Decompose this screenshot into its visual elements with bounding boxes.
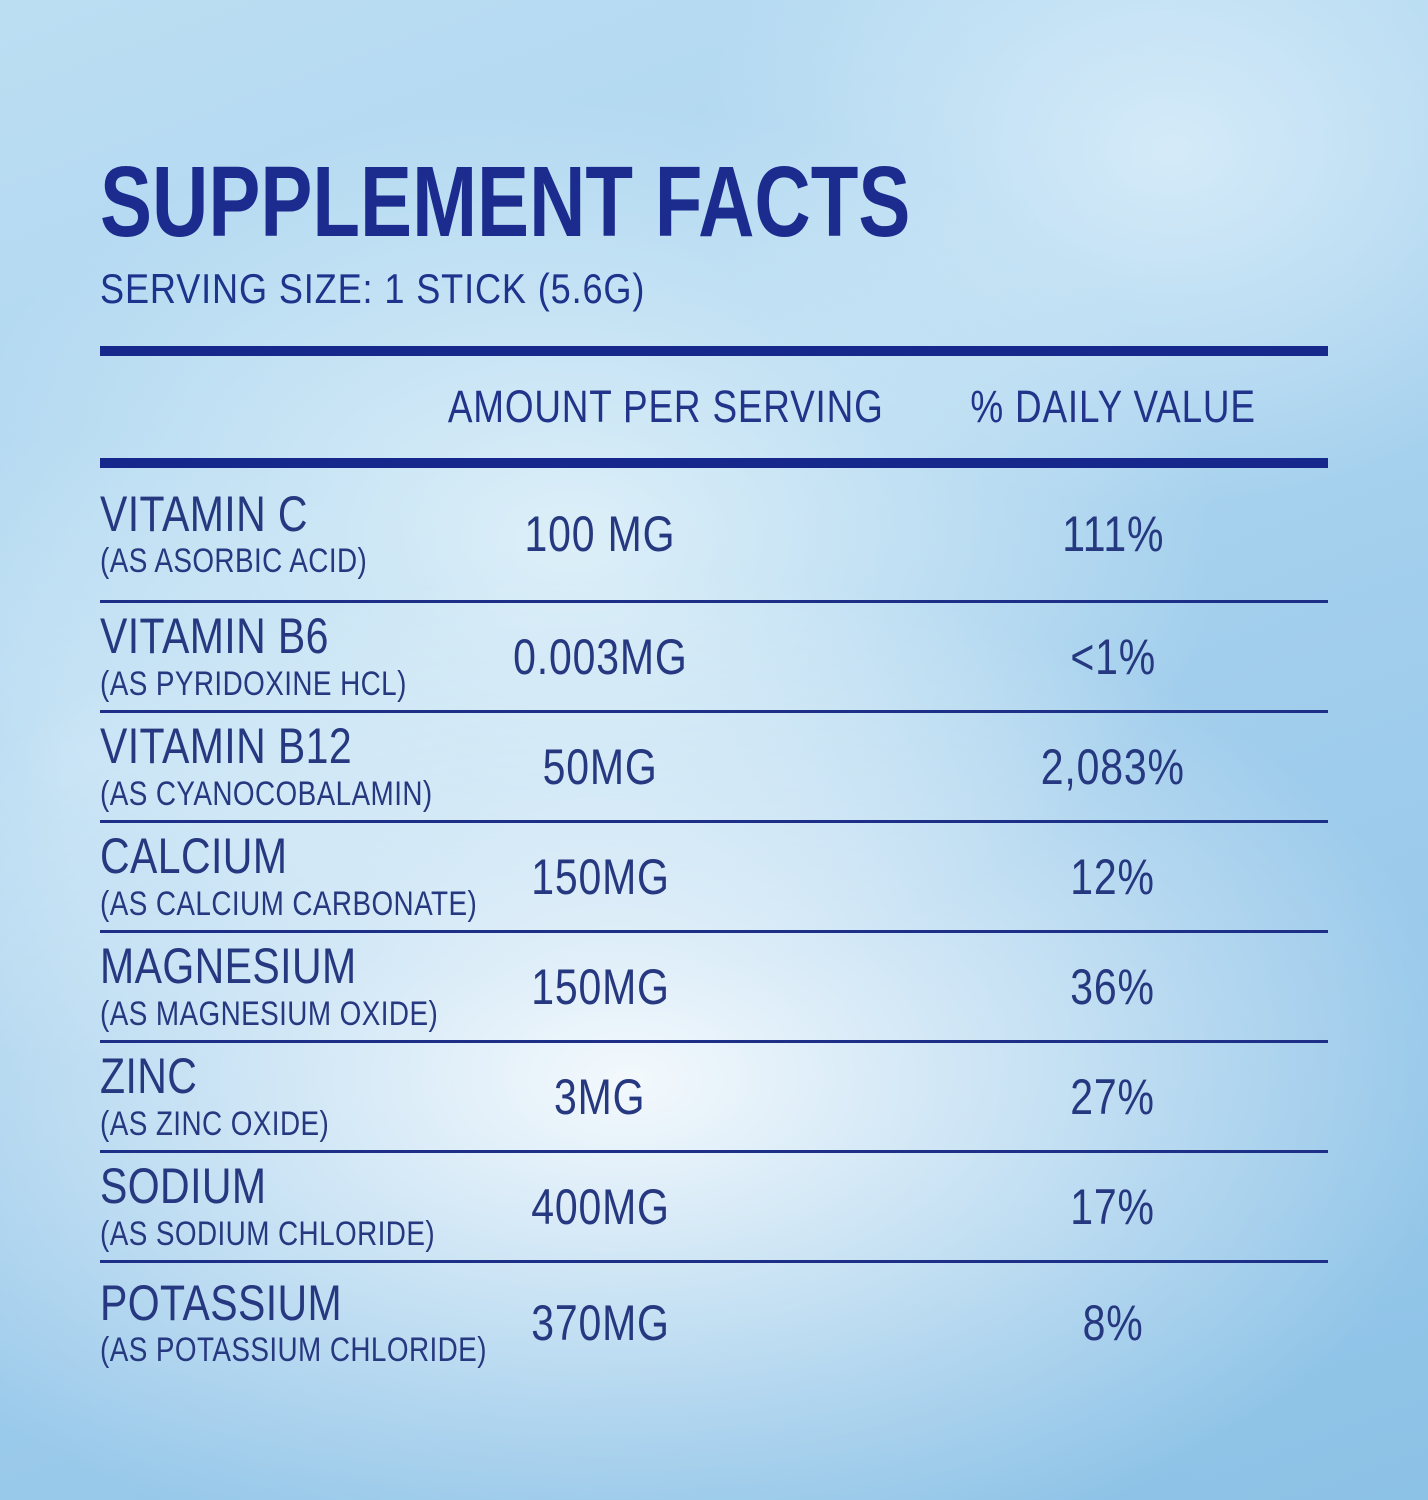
nutrient-name: ZINC <box>100 1048 198 1105</box>
divider-thick-top <box>100 346 1328 356</box>
serving-size: SERVING SIZE: 1 STICK (5.6G) <box>100 268 734 310</box>
nutrient-name: CALCIUM <box>100 828 288 885</box>
table-header-row: AMOUNT PER SERVING % DAILY VALUE <box>100 356 1328 458</box>
nutrient-name-cell: CALCIUM (AS CALCIUM CARBONATE) <box>100 828 477 922</box>
column-header-amount-text: AMOUNT PER SERVING <box>447 381 884 432</box>
nutrient-source: (AS CYANOCOBALAMIN) <box>100 774 433 813</box>
table-row-zinc: ZINC (AS ZINC OXIDE) 3MG 27% <box>100 1043 1328 1153</box>
nutrient-name-cell: VITAMIN C (AS ASORBIC ACID) <box>100 488 400 580</box>
column-header-daily-value: % DAILY VALUE <box>800 381 1328 433</box>
nutrient-source: (AS POTASSIUM CHLORIDE) <box>100 1331 487 1370</box>
table-row-vitamin-b6: VITAMIN B6 (AS PYRIDOXINE HCL) 0.003MG <… <box>100 603 1328 713</box>
nutrient-daily-value: 12% <box>1070 848 1156 905</box>
nutrient-amount: 400MG <box>530 1178 670 1235</box>
nutrient-name-cell: SODIUM (AS SODIUM CHLORIDE) <box>100 1158 435 1252</box>
table-row-calcium: CALCIUM (AS CALCIUM CARBONATE) 150MG 12% <box>100 823 1328 933</box>
nutrient-amount: 3MG <box>554 1068 646 1125</box>
nutrient-source: (AS MAGNESIUM OXIDE) <box>100 994 439 1033</box>
table-row-vitamin-b12: VITAMIN B12 (AS CYANOCOBALAMIN) 50MG 2,0… <box>100 713 1328 823</box>
nutrient-name: VITAMIN B6 <box>100 608 329 665</box>
table-row-sodium: SODIUM (AS SODIUM CHLORIDE) 400MG 17% <box>100 1153 1328 1263</box>
nutrient-amount: 50MG <box>542 738 658 795</box>
nutrient-daily-value: 17% <box>1070 1178 1156 1235</box>
nutrient-name-cell: ZINC (AS ZINC OXIDE) <box>100 1050 400 1142</box>
nutrient-amount: 150MG <box>530 848 670 905</box>
nutrient-name-cell: VITAMIN B12 (AS CYANOCOBALAMIN) <box>100 718 432 812</box>
nutrient-name: MAGNESIUM <box>100 938 357 995</box>
nutrient-name: POTASSIUM <box>100 1274 343 1331</box>
page-title: SUPPLEMENT FACTS <box>100 152 1139 252</box>
table-row-potassium: POTASSIUM (AS POTASSIUM CHLORIDE) 370MG … <box>100 1263 1328 1383</box>
nutrient-daily-value: 8% <box>1082 1295 1144 1351</box>
nutrient-amount: 150MG <box>530 958 670 1015</box>
nutrient-daily-value: <1% <box>1070 628 1156 685</box>
table-row-magnesium: MAGNESIUM (AS MAGNESIUM OXIDE) 150MG 36% <box>100 933 1328 1043</box>
nutrient-daily-value: 2,083% <box>1041 738 1185 795</box>
serving-size-text: SERVING SIZE: 1 STICK (5.6G) <box>100 265 646 312</box>
page-title-text: SUPPLEMENT FACTS <box>100 146 911 258</box>
nutrient-name-cell: VITAMIN B6 (AS PYRIDOXINE HCL) <box>100 608 406 702</box>
nutrient-name-cell: POTASSIUM (AS POTASSIUM CHLORIDE) <box>100 1274 486 1369</box>
nutrient-amount: 370MG <box>530 1295 670 1351</box>
nutrient-table: VITAMIN C (AS ASORBIC ACID) 100 MG 111% … <box>100 468 1328 1383</box>
nutrient-amount: 100 MG <box>524 506 676 562</box>
column-header-daily-value-text: % DAILY VALUE <box>970 381 1256 432</box>
nutrient-source: (AS PYRIDOXINE HCL) <box>100 664 407 703</box>
nutrient-daily-value: 111% <box>1061 506 1165 562</box>
nutrient-name: SODIUM <box>100 1158 267 1215</box>
column-header-amount: AMOUNT PER SERVING <box>400 381 883 433</box>
nutrient-name: VITAMIN B12 <box>100 718 353 775</box>
nutrient-source: (AS SODIUM CHLORIDE) <box>100 1214 436 1253</box>
nutrient-amount: 0.003MG <box>512 628 688 685</box>
nutrient-source: (AS ASORBIC ACID) <box>100 542 368 581</box>
divider-thick-bottom <box>100 458 1328 468</box>
nutrient-daily-value: 36% <box>1070 958 1156 1015</box>
nutrient-source: (AS ZINC OXIDE) <box>100 1104 330 1143</box>
nutrient-name: VITAMIN C <box>100 485 308 542</box>
nutrient-daily-value: 27% <box>1070 1068 1156 1125</box>
table-row-vitamin-c: VITAMIN C (AS ASORBIC ACID) 100 MG 111% <box>100 468 1328 603</box>
nutrient-source: (AS CALCIUM CARBONATE) <box>100 884 478 923</box>
nutrient-name-cell: MAGNESIUM (AS MAGNESIUM OXIDE) <box>100 938 438 1032</box>
